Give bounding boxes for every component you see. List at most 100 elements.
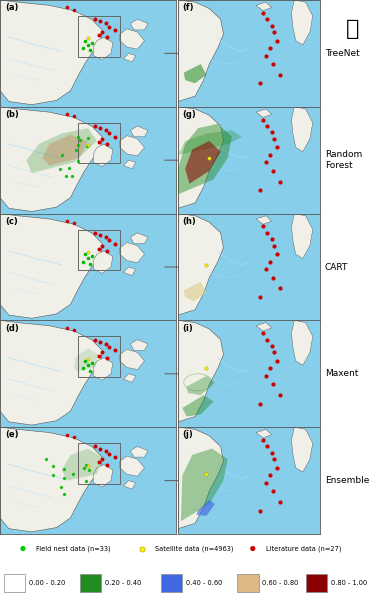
Point <box>105 246 111 256</box>
Point <box>59 150 65 160</box>
Point <box>105 353 111 362</box>
Polygon shape <box>130 446 148 457</box>
Point <box>92 14 98 24</box>
Point <box>274 36 280 46</box>
Text: (e): (e) <box>5 430 19 439</box>
Point <box>75 140 81 150</box>
Text: (g): (g) <box>182 110 196 119</box>
Polygon shape <box>123 481 136 489</box>
Polygon shape <box>93 37 113 60</box>
Point <box>97 124 103 133</box>
Point <box>264 335 270 344</box>
Point <box>267 150 273 160</box>
Polygon shape <box>93 251 113 274</box>
Point <box>106 236 112 245</box>
Polygon shape <box>120 242 144 263</box>
Polygon shape <box>0 214 102 318</box>
Point <box>97 17 103 26</box>
Point <box>97 337 103 347</box>
Text: (c): (c) <box>5 217 18 226</box>
Point <box>97 444 103 454</box>
Point <box>80 463 87 472</box>
Polygon shape <box>62 449 102 481</box>
Bar <box>237 574 259 592</box>
Point <box>264 228 270 238</box>
Polygon shape <box>120 349 144 370</box>
Point <box>264 121 270 131</box>
Polygon shape <box>291 320 313 365</box>
Point <box>257 292 264 302</box>
Polygon shape <box>0 0 102 104</box>
Polygon shape <box>184 282 206 301</box>
Point <box>106 342 112 352</box>
Polygon shape <box>178 0 223 101</box>
Point <box>64 109 70 119</box>
Bar <box>161 574 182 592</box>
Point <box>92 228 98 238</box>
Text: 0.80 - 1.00: 0.80 - 1.00 <box>331 580 368 586</box>
Point <box>64 323 70 332</box>
Point <box>75 132 81 142</box>
Point <box>257 79 264 88</box>
Point <box>111 132 118 142</box>
Point <box>270 59 276 69</box>
Point <box>260 8 266 17</box>
Point <box>277 177 283 187</box>
Polygon shape <box>123 374 136 382</box>
Point <box>77 136 83 145</box>
Polygon shape <box>178 427 223 529</box>
Point <box>85 254 91 263</box>
Point <box>99 347 105 357</box>
Polygon shape <box>130 340 148 350</box>
Point <box>43 454 49 464</box>
Bar <box>77 230 120 270</box>
Polygon shape <box>196 500 215 516</box>
Text: (j): (j) <box>182 430 193 439</box>
Polygon shape <box>123 267 136 275</box>
Polygon shape <box>0 107 102 211</box>
Point <box>277 391 283 400</box>
Bar <box>77 16 120 56</box>
Point <box>69 171 75 181</box>
Polygon shape <box>120 456 144 476</box>
Point <box>64 216 70 226</box>
Point <box>267 257 273 266</box>
Point <box>71 112 77 121</box>
Point <box>260 435 266 445</box>
Point <box>103 19 109 28</box>
Polygon shape <box>256 430 272 438</box>
Polygon shape <box>187 376 215 395</box>
Point <box>99 27 105 37</box>
Point <box>268 128 275 137</box>
Polygon shape <box>93 358 113 380</box>
Point <box>277 70 283 80</box>
Point <box>272 454 278 464</box>
Point <box>80 43 86 53</box>
Point <box>66 163 72 172</box>
Point <box>272 27 278 37</box>
Point <box>105 460 111 469</box>
Point <box>75 156 81 166</box>
Point <box>83 141 90 151</box>
Point <box>87 366 93 376</box>
Point <box>260 221 266 231</box>
Polygon shape <box>256 323 272 331</box>
Text: 🦢: 🦢 <box>346 19 359 40</box>
Point <box>64 2 70 12</box>
Point <box>87 46 93 55</box>
Text: 0.60 - 0.80: 0.60 - 0.80 <box>262 580 299 586</box>
Point <box>268 235 275 244</box>
Polygon shape <box>74 348 99 371</box>
Point <box>263 371 269 381</box>
Point <box>270 273 276 283</box>
Point <box>264 14 270 24</box>
Polygon shape <box>181 449 228 521</box>
Point <box>86 466 92 475</box>
Polygon shape <box>178 214 223 315</box>
Point <box>263 158 269 167</box>
Point <box>85 354 91 364</box>
Polygon shape <box>120 136 144 156</box>
Point <box>206 153 212 163</box>
Point <box>80 257 86 266</box>
Point <box>88 358 95 368</box>
